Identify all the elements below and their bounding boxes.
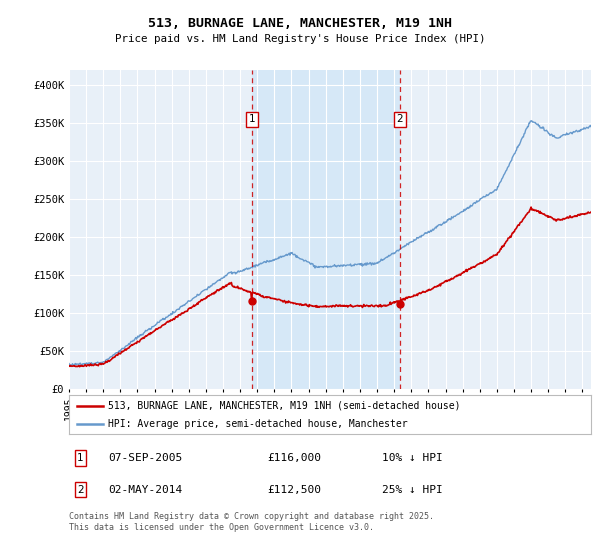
Text: 513, BURNAGE LANE, MANCHESTER, M19 1NH (semi-detached house): 513, BURNAGE LANE, MANCHESTER, M19 1NH (…: [108, 401, 461, 411]
Text: Contains HM Land Registry data © Crown copyright and database right 2025.
This d: Contains HM Land Registry data © Crown c…: [69, 512, 434, 532]
Text: 1: 1: [248, 114, 255, 124]
Text: 07-SEP-2005: 07-SEP-2005: [108, 453, 182, 463]
Text: 25% ↓ HPI: 25% ↓ HPI: [382, 484, 443, 494]
Text: 10% ↓ HPI: 10% ↓ HPI: [382, 453, 443, 463]
Text: Price paid vs. HM Land Registry's House Price Index (HPI): Price paid vs. HM Land Registry's House …: [115, 34, 485, 44]
Text: 2: 2: [397, 114, 403, 124]
Bar: [252, 70, 400, 389]
Text: 1: 1: [77, 453, 84, 463]
Text: 02-MAY-2014: 02-MAY-2014: [108, 484, 182, 494]
Text: HPI: Average price, semi-detached house, Manchester: HPI: Average price, semi-detached house,…: [108, 419, 408, 429]
Text: 2: 2: [77, 484, 84, 494]
Text: £116,000: £116,000: [268, 453, 322, 463]
Text: £112,500: £112,500: [268, 484, 322, 494]
Text: 513, BURNAGE LANE, MANCHESTER, M19 1NH: 513, BURNAGE LANE, MANCHESTER, M19 1NH: [148, 17, 452, 30]
